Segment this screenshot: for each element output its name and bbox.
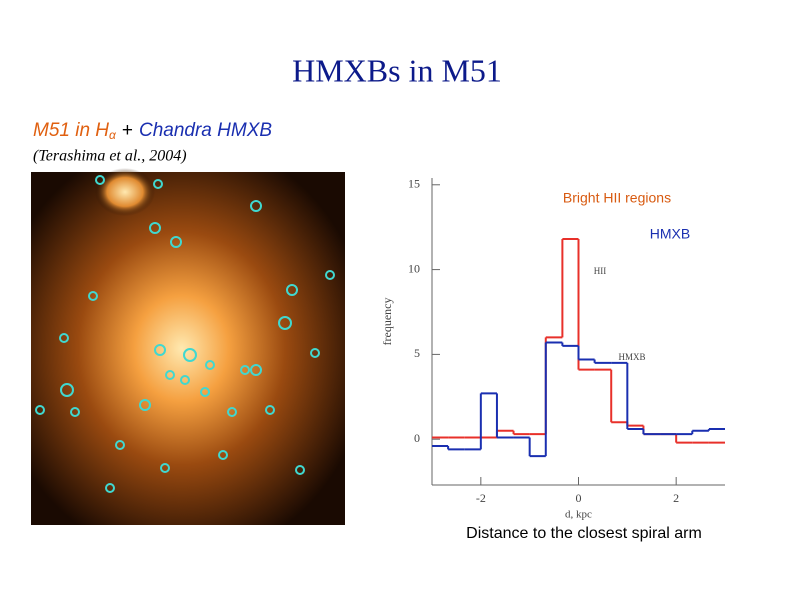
annotation: HII [594, 266, 607, 276]
caption: Distance to the closest spiral arm [466, 525, 702, 542]
y-tick-label: 0 [414, 431, 420, 445]
subtitle-tail: Chandra HMXB [139, 120, 272, 141]
subtitle-lead: M51 in H [33, 120, 109, 141]
x-tick-label: -2 [476, 491, 486, 505]
y-tick-label: 15 [408, 177, 420, 191]
y-tick-label: 10 [408, 261, 420, 275]
legend-entry: HMXB [650, 226, 690, 242]
x-axis-label: d, kpc [565, 509, 592, 521]
legend-entry: Bright HII regions [563, 190, 671, 206]
subtitle-plus: + [122, 120, 133, 141]
y-axis-label: frequency [380, 298, 394, 346]
hmxb-circles [35, 175, 335, 493]
histogram-chart: 0 5 10 15 -2 0 2 d, kpc frequency Bright HII regi… [380, 177, 725, 521]
x-tick-label: 2 [673, 491, 679, 505]
companion-galaxy [95, 168, 155, 216]
y-tick-label: 5 [414, 346, 420, 360]
subtitle-subscript: α [109, 128, 117, 142]
slide-title: HMXBs in M51 [292, 52, 502, 88]
annotation: HMXB [618, 352, 645, 362]
x-tick-label: 0 [576, 491, 582, 505]
galaxy-image [31, 168, 345, 525]
citation: (Terashima et al., 2004) [33, 148, 187, 165]
subtitle: M51 in Hα + Chandra HMXB [33, 120, 272, 142]
